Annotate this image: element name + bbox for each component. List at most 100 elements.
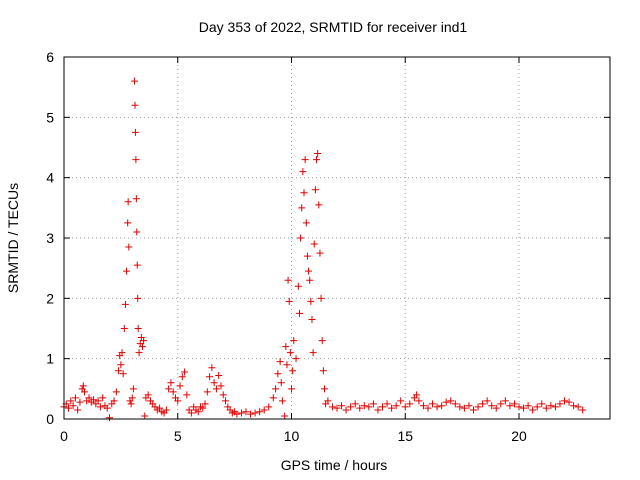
- grid-lines: [64, 57, 610, 419]
- data-point: [347, 403, 355, 411]
- data-point: [294, 282, 302, 290]
- data-point: [103, 404, 111, 412]
- data-point: [131, 128, 139, 136]
- data-point: [76, 398, 84, 406]
- data-point: [308, 315, 316, 323]
- chart-title: Day 353 of 2022, SRMTID for receiver ind…: [199, 19, 468, 35]
- data-point: [515, 403, 523, 411]
- x-tick-label: 0: [60, 428, 68, 444]
- data-point: [110, 397, 118, 405]
- data-point: [388, 404, 396, 412]
- data-point: [286, 349, 294, 357]
- data-point: [65, 404, 73, 412]
- data-point: [565, 398, 573, 406]
- data-point: [281, 412, 289, 420]
- data-point: [203, 388, 211, 396]
- data-point: [520, 404, 528, 412]
- data-point: [542, 404, 550, 412]
- data-point: [140, 337, 148, 345]
- data-point: [307, 297, 315, 305]
- data-point: [299, 168, 307, 176]
- y-tick-label: 1: [46, 351, 54, 367]
- data-point: [169, 388, 177, 396]
- data-point: [465, 402, 473, 410]
- data-point: [269, 394, 277, 402]
- data-point: [383, 400, 391, 408]
- data-point: [201, 400, 209, 408]
- y-tick-label: 5: [46, 109, 54, 125]
- data-point: [574, 403, 582, 411]
- data-point: [451, 400, 459, 408]
- data-point: [579, 406, 587, 414]
- data-point: [138, 343, 146, 351]
- y-tick-label: 0: [46, 411, 54, 427]
- data-point: [290, 337, 298, 345]
- data-point: [265, 403, 273, 411]
- data-point: [210, 379, 218, 387]
- data-point: [206, 373, 214, 381]
- data-point: [313, 156, 321, 164]
- data-point: [282, 343, 290, 351]
- x-tick-label: 10: [284, 428, 300, 444]
- data-point: [132, 195, 140, 203]
- data-point: [429, 400, 437, 408]
- data-point: [141, 412, 149, 420]
- data-point: [456, 403, 464, 411]
- data-point: [215, 372, 223, 380]
- data-point: [474, 403, 482, 411]
- data-point: [506, 402, 514, 410]
- data-point: [538, 400, 546, 408]
- data-point: [406, 400, 414, 408]
- data-point: [274, 370, 282, 378]
- data-point: [392, 402, 400, 410]
- data-point: [74, 406, 82, 414]
- data-point: [289, 367, 297, 375]
- y-tick-label: 6: [46, 49, 54, 65]
- data-point: [547, 402, 555, 410]
- data-point: [288, 385, 295, 393]
- y-axis-label: SRMTID / TECUs: [5, 183, 21, 293]
- y-tick-label: 2: [46, 290, 54, 306]
- data-point: [219, 391, 227, 399]
- data-point: [356, 404, 364, 412]
- data-point: [561, 397, 568, 405]
- data-point: [401, 403, 409, 411]
- data-point: [183, 391, 191, 399]
- data-point: [112, 388, 120, 396]
- data-point: [242, 408, 250, 416]
- data-point: [315, 201, 323, 209]
- data-point: [125, 243, 133, 251]
- data-point: [292, 355, 300, 363]
- data-point: [283, 361, 291, 369]
- data-point: [133, 228, 141, 236]
- data-point: [217, 382, 225, 390]
- data-point: [174, 397, 182, 405]
- x-axis-label: GPS time / hours: [281, 457, 388, 473]
- x-tick-label: 5: [174, 428, 182, 444]
- data-point: [80, 388, 88, 396]
- data-point: [318, 337, 326, 345]
- data-point: [556, 400, 564, 408]
- data-point: [309, 349, 317, 357]
- data-point: [131, 77, 139, 85]
- data-point: [277, 379, 285, 387]
- data-point: [131, 101, 139, 109]
- data-point: [360, 402, 368, 410]
- data-point: [79, 382, 87, 390]
- data-point: [379, 403, 386, 411]
- data-point: [351, 400, 359, 408]
- data-point: [135, 349, 143, 357]
- data-point: [497, 400, 505, 408]
- data-point: [570, 402, 578, 410]
- axis-ticks: 0 5 10 15 20 0 1 2 3 4 5 6: [46, 49, 610, 444]
- data-points: [60, 77, 587, 422]
- data-point: [305, 267, 313, 275]
- data-point: [233, 410, 241, 418]
- data-point: [121, 300, 129, 308]
- data-point: [319, 367, 327, 375]
- data-point: [119, 370, 127, 378]
- data-point: [134, 325, 142, 332]
- data-point: [302, 219, 310, 227]
- data-point: [369, 400, 377, 408]
- data-point: [483, 397, 491, 405]
